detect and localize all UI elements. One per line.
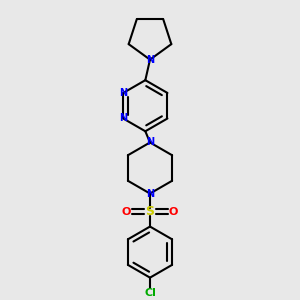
Text: O: O — [169, 207, 178, 217]
Text: N: N — [119, 113, 127, 124]
Text: S: S — [146, 205, 154, 218]
Text: Cl: Cl — [144, 288, 156, 298]
Text: O: O — [122, 207, 131, 217]
Text: N: N — [146, 55, 154, 64]
Text: N: N — [146, 137, 154, 148]
Text: N: N — [146, 188, 154, 199]
Text: N: N — [119, 88, 127, 98]
